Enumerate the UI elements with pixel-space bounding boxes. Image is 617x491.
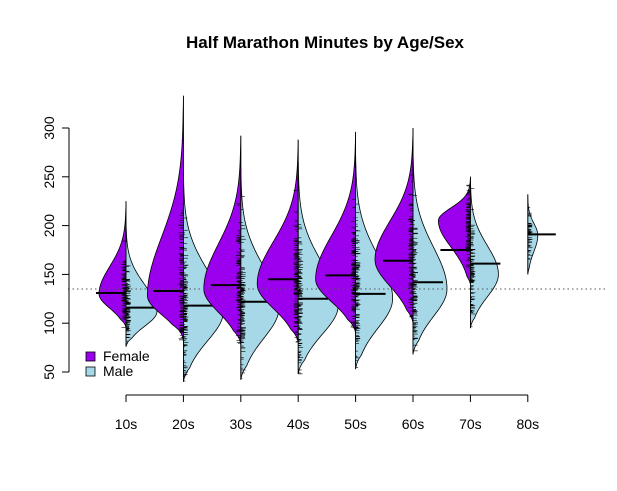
bean-ticks-male-60s bbox=[413, 195, 418, 352]
bean-ticks-female-50s bbox=[350, 199, 356, 329]
x-tick-label-50s: 50s bbox=[344, 416, 367, 432]
bean-ticks-male-20s bbox=[183, 217, 189, 382]
y-tick-label-150: 150 bbox=[41, 263, 57, 287]
x-tick-label-10s: 10s bbox=[115, 416, 138, 432]
x-tick-label-40s: 40s bbox=[287, 416, 310, 432]
bean-female-40s bbox=[256, 139, 299, 343]
y-axis: 50 100 150 200 250 300 bbox=[41, 116, 70, 380]
legend-label-male: Male bbox=[103, 363, 134, 379]
legend-swatch-male bbox=[85, 366, 96, 377]
y-tick-label-300: 300 bbox=[41, 116, 57, 140]
bean-female-50s bbox=[315, 131, 356, 334]
bean-female-20s bbox=[147, 95, 184, 341]
legend-swatch-female bbox=[85, 351, 96, 362]
x-tick-label-60s: 60s bbox=[402, 416, 425, 432]
chart-title: Half Marathon Minutes by Age/Sex bbox=[186, 33, 465, 52]
bean-male-70s bbox=[470, 176, 499, 329]
bean-female-60s bbox=[374, 127, 414, 324]
x-tick-label-30s: 30s bbox=[230, 416, 253, 432]
bean-female-30s bbox=[203, 135, 242, 345]
bean-ticks-female-20s bbox=[178, 140, 184, 341]
legend-label-female: Female bbox=[103, 348, 150, 364]
y-tick-label-250: 250 bbox=[41, 165, 57, 189]
beans-group bbox=[68, 95, 607, 382]
x-axis: 10s 20s 30s 40s 50s 60s 70s 80s bbox=[115, 394, 540, 432]
bean-female-10s bbox=[98, 201, 127, 329]
bean-ticks-female-30s bbox=[235, 203, 241, 344]
y-tick-label-50: 50 bbox=[41, 364, 57, 380]
y-tick-label-100: 100 bbox=[41, 311, 57, 335]
x-tick-label-20s: 20s bbox=[172, 416, 195, 432]
x-tick-label-80s: 80s bbox=[517, 416, 540, 432]
x-tick-label-70s: 70s bbox=[459, 416, 482, 432]
bean-male-60s bbox=[412, 147, 448, 355]
bean-female-70s bbox=[437, 176, 471, 285]
bean-male-10s bbox=[125, 220, 158, 347]
y-tick-label-200: 200 bbox=[41, 214, 57, 238]
